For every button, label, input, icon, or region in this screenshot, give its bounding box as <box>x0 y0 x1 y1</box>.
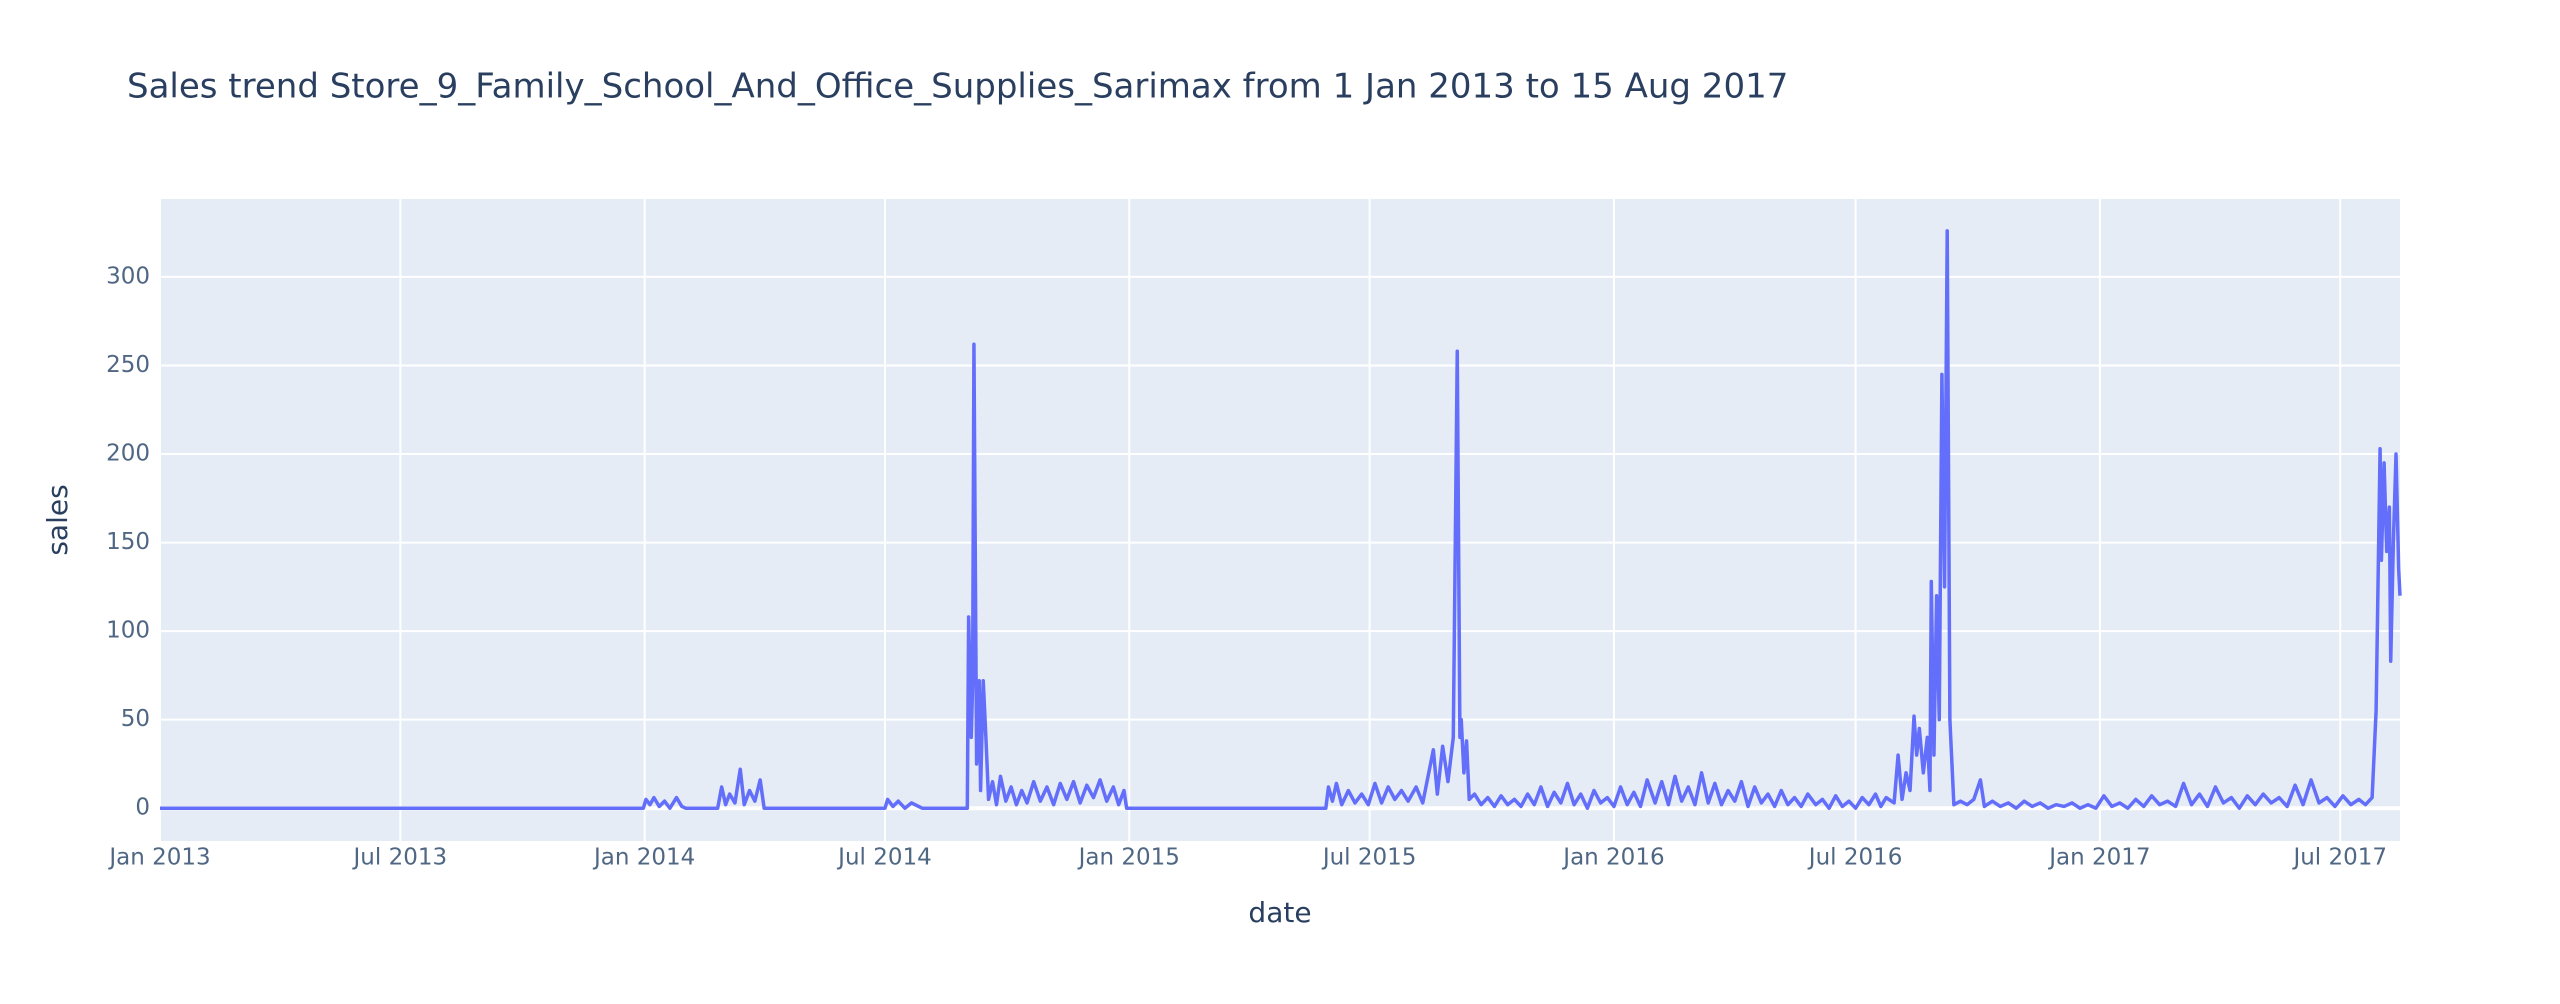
plot-area <box>160 199 2400 841</box>
y-tick-label: 50 <box>121 706 150 732</box>
x-tick-label: Jan 2015 <box>1077 845 1180 871</box>
x-tick-label: Jan 2014 <box>592 845 695 871</box>
x-tick-label: Jan 2013 <box>107 845 210 871</box>
line <box>160 229 2402 810</box>
x-tick-label: Jul 2015 <box>1321 845 1417 871</box>
x-tick-label: Jan 2016 <box>1561 845 1664 871</box>
y-tick-label: 250 <box>106 352 150 378</box>
x-tick-label: Jul 2014 <box>836 845 932 871</box>
y-tick-label: 100 <box>106 618 150 644</box>
y-tick-label: 300 <box>106 263 150 289</box>
y-tick-label: 150 <box>106 529 150 555</box>
y-tick-label: 200 <box>106 441 150 467</box>
x-tick-label: Jul 2017 <box>2291 845 2387 871</box>
y-axis-title: sales <box>41 484 74 555</box>
x-axis-title: date <box>1248 896 1311 929</box>
chart-title: Sales trend Store_9_Family_School_And_Of… <box>127 67 1788 107</box>
x-tick-label: Jan 2017 <box>2047 845 2150 871</box>
y-tick-label: 0 <box>135 795 150 821</box>
x-tick-label: Jul 2013 <box>352 845 448 871</box>
x-tick-label: Jul 2016 <box>1807 845 1903 871</box>
